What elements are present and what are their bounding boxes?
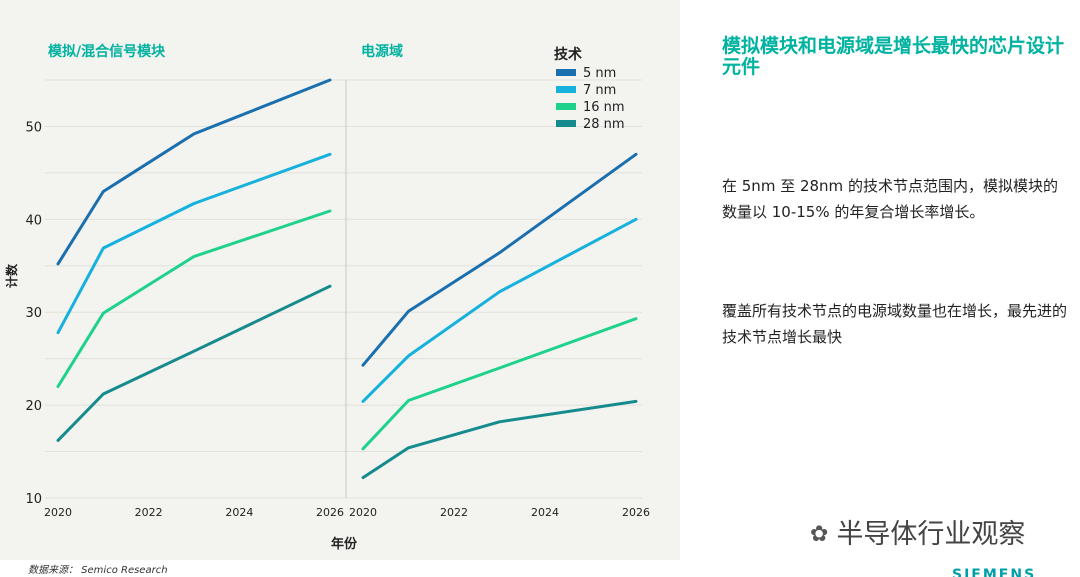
paragraph-power-domain: 覆盖所有技术节点的电源域数量也在增长，最先进的技术节点增长最快 <box>722 302 1068 346</box>
legend-swatch <box>556 86 576 93</box>
legend-title: 技术 <box>554 46 582 63</box>
brand-logo: SIEMENS <box>952 568 1037 577</box>
headline: 模拟模块和电源域是增长最快的芯片设计元件 <box>722 35 1065 78</box>
x-tick-label: 2024 <box>225 506 253 519</box>
series-line-16nm <box>56 209 332 388</box>
right-panel: 模拟模块和电源域是增长最快的芯片设计元件 在 5nm 至 28nm 的技术节点范… <box>722 35 1067 347</box>
legend-label: 16 nm <box>583 100 625 115</box>
y-tick-label: 50 <box>25 120 42 135</box>
watermark: ✿ 半导体行业观察 <box>810 512 1025 551</box>
legend-label: 5 nm <box>583 66 616 81</box>
y-tick-label: 10 <box>25 492 42 507</box>
y-tick-label: 40 <box>25 213 42 228</box>
x-tick-label: 2026 <box>316 506 344 519</box>
series-line-28nm <box>56 284 332 442</box>
x-tick-label: 2022 <box>440 506 468 519</box>
panel-title: 电源域 <box>361 43 403 60</box>
series-line-7nm <box>56 152 332 335</box>
legend-swatch <box>556 120 576 127</box>
y-tick-label: 20 <box>25 399 42 414</box>
legend-swatch <box>556 69 576 76</box>
y-tick-label: 30 <box>25 306 42 321</box>
x-tick-label: 2026 <box>622 506 650 519</box>
series-line-28nm <box>361 399 638 480</box>
paragraph-cagr: 在 5nm 至 28nm 的技术节点范围内，模拟模块的数量以 10-15% 的年… <box>722 177 1058 221</box>
wechat-icon: ✿ <box>810 522 829 547</box>
series-line-5nm <box>361 152 638 367</box>
legend-swatch <box>556 103 576 110</box>
x-tick-label: 2020 <box>44 506 72 519</box>
y-axis-label: 计数 <box>4 263 19 288</box>
chart-svg: 10 20 30 40 50 计数 模拟/混合信号模块 2020 2022 2024 2026 电源域… <box>4 43 650 552</box>
x-tick-label: 2022 <box>135 506 163 519</box>
panel-title: 模拟/混合信号模块 <box>48 43 166 60</box>
x-tick-label: 2020 <box>349 506 377 519</box>
chart-panel: 10 20 30 40 50 计数 模拟/混合信号模块 2020 2022 2024 2026 电源域… <box>0 0 680 560</box>
watermark-text: 半导体行业观察 <box>836 519 1026 550</box>
series-line-7nm <box>361 217 638 403</box>
legend-label: 7 nm <box>583 83 616 98</box>
legend-label: 28 nm <box>583 117 625 132</box>
series-line-5nm <box>56 78 332 266</box>
series-line-16nm <box>361 317 638 451</box>
x-axis-label: 年份 <box>331 536 358 552</box>
x-tick-label: 2024 <box>531 506 559 519</box>
source-note: 数据来源： Semico Research <box>28 565 168 576</box>
